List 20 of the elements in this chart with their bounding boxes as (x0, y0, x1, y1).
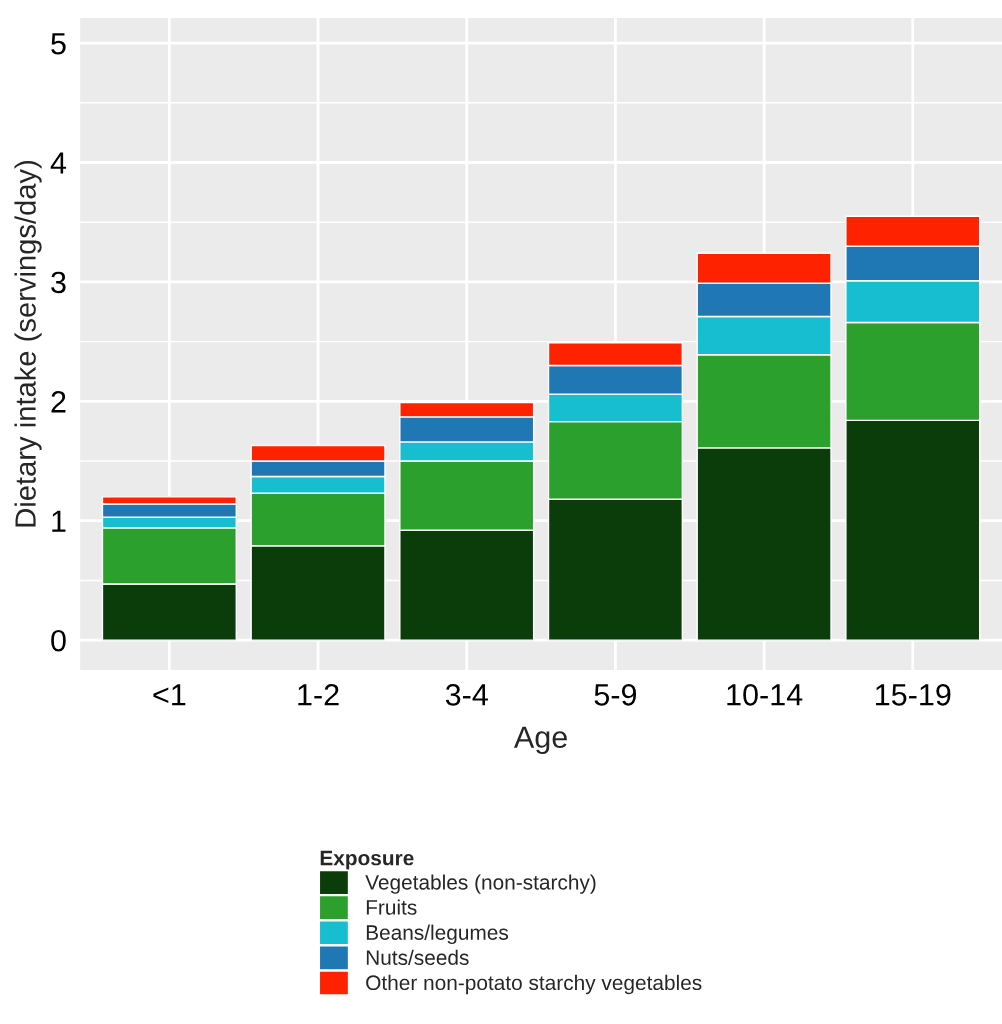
x-axis-title: Age (513, 726, 567, 755)
x-tick-label: 1-2 (298, 684, 339, 706)
x-tick-label: 3-4 (445, 684, 488, 706)
y-tick-label: 1 (52, 510, 66, 532)
legend-label: Fruits (366, 899, 417, 915)
y-tick-label: 3 (51, 271, 66, 294)
y-tick-label: 5 (51, 33, 66, 55)
x-tick-label: 5-9 (594, 684, 637, 706)
x-tick-label: <1 (153, 684, 186, 706)
legend-label: Beans/legumes (366, 924, 509, 945)
y-tick-label: 2 (51, 391, 66, 413)
x-tick-label: 15-19 (876, 684, 951, 706)
legend-title: Exposure (320, 850, 414, 870)
legend-label: Nuts/seeds (366, 949, 469, 966)
y-axis-title: Dietary intake (servings/day) (14, 161, 42, 527)
legend-label: Vegetables (non-starchy) (365, 874, 596, 894)
y-tick-label: 0 (51, 629, 66, 652)
y-tick-label: 4 (50, 152, 67, 174)
legend-label: Other non-potato starchy vegetables (366, 974, 702, 995)
x-tick-label: 10-14 (727, 684, 803, 706)
